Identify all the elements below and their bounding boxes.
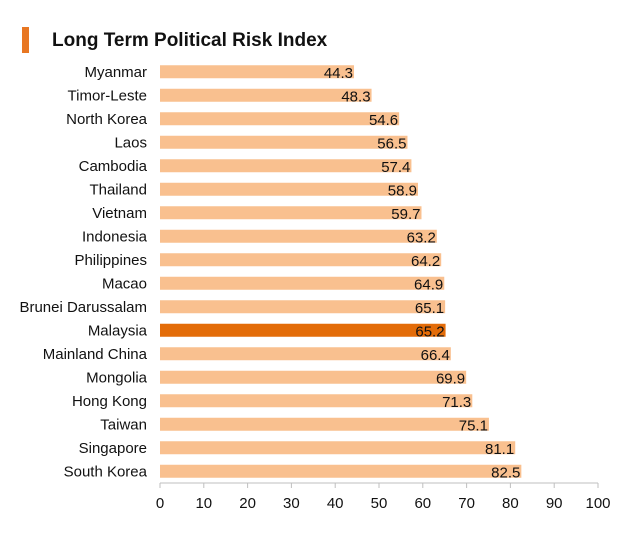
category-label-mainland-china: Mainland China [43, 346, 148, 363]
value-label-brunei-darussalam: 65.1 [415, 300, 444, 317]
category-label-timor-leste: Timor-Leste [68, 87, 147, 104]
category-label-cambodia: Cambodia [79, 158, 148, 175]
bar-macao [160, 276, 445, 290]
bar-mainland-china [160, 347, 451, 361]
bar-malaysia [160, 323, 446, 337]
value-label-vietnam: 59.7 [391, 206, 420, 223]
bar-laos [160, 135, 408, 149]
x-tick-label: 90 [546, 495, 563, 512]
value-label-philippines: 64.2 [411, 253, 440, 270]
x-tick-label: 30 [283, 495, 300, 512]
category-label-taiwan: Taiwan [100, 416, 147, 433]
bar-cambodia [160, 159, 412, 173]
bar-taiwan [160, 417, 489, 431]
bar-south-korea [160, 464, 522, 478]
x-tick-label: 60 [414, 495, 431, 512]
category-labels: Myanmar Timor-Leste North Korea Laos Cambodi… [19, 64, 147, 481]
value-label-indonesia: 63.2 [407, 229, 436, 246]
value-label-laos: 56.5 [377, 135, 406, 152]
category-label-myanmar: Myanmar [84, 64, 147, 81]
value-label-timor-leste: 48.3 [341, 88, 370, 105]
x-tick-label: 20 [239, 495, 256, 512]
bar-timor-leste [160, 88, 372, 102]
x-tick-label: 80 [502, 495, 519, 512]
bar-vietnam [160, 206, 422, 220]
x-tick-label: 0 [156, 495, 164, 512]
category-label-thailand: Thailand [89, 181, 147, 198]
value-label-taiwan: 75.1 [459, 417, 488, 434]
category-label-laos: Laos [114, 134, 147, 151]
x-tick-label: 40 [327, 495, 344, 512]
bar-philippines [160, 253, 442, 267]
value-label-thailand: 58.9 [388, 182, 417, 199]
x-tick-label: 10 [195, 495, 212, 512]
category-label-indonesia: Indonesia [82, 228, 148, 245]
value-label-malaysia: 65.2 [415, 323, 444, 340]
value-label-mongolia: 69.9 [436, 370, 465, 387]
category-label-macao: Macao [102, 275, 147, 292]
bar-north-korea [160, 112, 400, 126]
value-label-south-korea: 82.5 [491, 464, 520, 481]
x-tick-label: 50 [371, 495, 388, 512]
bars-group [160, 65, 522, 478]
bar-mongolia [160, 370, 467, 384]
value-label-hong-kong: 71.3 [442, 394, 471, 411]
category-label-singapore: Singapore [79, 440, 147, 457]
bar-indonesia [160, 229, 437, 243]
value-labels: 44.3 48.3 54.6 56.5 57.4 58.9 59.7 63.2 64.2 64.9… [324, 65, 521, 482]
value-label-north-korea: 54.6 [369, 112, 398, 129]
value-label-mainland-china: 66.4 [421, 347, 450, 364]
category-label-hong-kong: Hong Kong [72, 393, 147, 410]
x-tick-label: 70 [458, 495, 475, 512]
value-label-macao: 64.9 [414, 276, 443, 293]
x-axis-ticks: 0 10 20 30 40 50 60 70 80 90 100 [156, 483, 611, 512]
category-label-north-korea: North Korea [66, 111, 148, 128]
category-label-philippines: Philippines [74, 252, 147, 269]
category-label-malaysia: Malaysia [88, 322, 148, 339]
category-label-mongolia: Mongolia [86, 369, 148, 386]
value-label-cambodia: 57.4 [381, 159, 410, 176]
chart-title: Long Term Political Risk Index [52, 30, 328, 51]
title-accent-bar [22, 27, 29, 53]
bar-thailand [160, 182, 418, 196]
category-label-south-korea: South Korea [64, 463, 148, 480]
bar-myanmar [160, 65, 355, 79]
bar-hong-kong [160, 394, 473, 408]
x-tick-label: 100 [585, 495, 610, 512]
bar-singapore [160, 441, 516, 455]
bar-brunei-darussalam [160, 300, 446, 314]
category-label-brunei-darussalam: Brunei Darussalam [19, 299, 147, 316]
value-label-singapore: 81.1 [485, 441, 514, 458]
value-label-myanmar: 44.3 [324, 65, 353, 82]
category-label-vietnam: Vietnam [92, 205, 147, 222]
